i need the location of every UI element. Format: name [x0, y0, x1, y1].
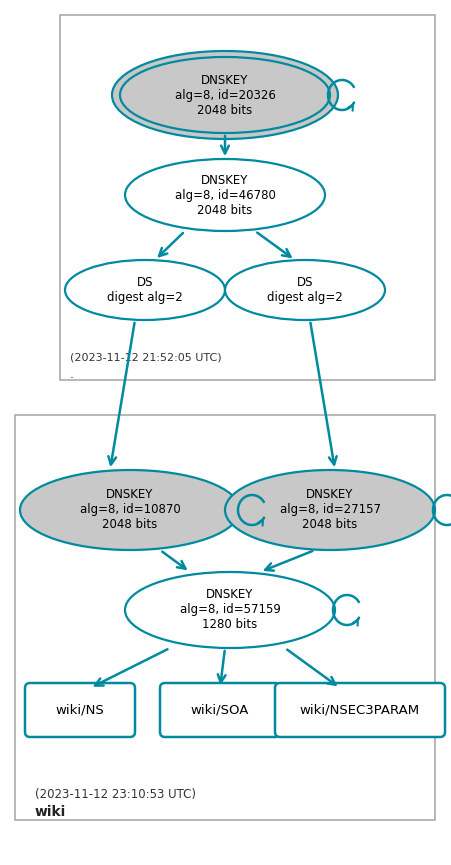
Text: DNSKEY
alg=8, id=20326
2048 bits: DNSKEY alg=8, id=20326 2048 bits — [175, 74, 276, 117]
Text: (2023-11-12 23:10:53 UTC): (2023-11-12 23:10:53 UTC) — [35, 788, 196, 801]
Ellipse shape — [112, 51, 338, 139]
FancyBboxPatch shape — [15, 415, 435, 820]
FancyBboxPatch shape — [25, 683, 135, 737]
Text: .: . — [70, 368, 74, 381]
Text: DS
digest alg=2: DS digest alg=2 — [107, 276, 183, 304]
Text: wiki/NSEC3PARAM: wiki/NSEC3PARAM — [300, 703, 420, 716]
Ellipse shape — [125, 572, 335, 648]
Ellipse shape — [20, 470, 240, 550]
Ellipse shape — [65, 260, 225, 320]
FancyBboxPatch shape — [160, 683, 280, 737]
Text: DNSKEY
alg=8, id=27157
2048 bits: DNSKEY alg=8, id=27157 2048 bits — [280, 489, 381, 531]
Text: (2023-11-12 21:52:05 UTC): (2023-11-12 21:52:05 UTC) — [70, 352, 221, 362]
Ellipse shape — [225, 260, 385, 320]
Text: DS
digest alg=2: DS digest alg=2 — [267, 276, 343, 304]
Ellipse shape — [120, 57, 330, 133]
FancyBboxPatch shape — [60, 15, 435, 380]
Text: wiki: wiki — [35, 805, 66, 819]
FancyBboxPatch shape — [275, 683, 445, 737]
Ellipse shape — [225, 470, 435, 550]
Text: DNSKEY
alg=8, id=57159
1280 bits: DNSKEY alg=8, id=57159 1280 bits — [179, 588, 281, 631]
Text: DNSKEY
alg=8, id=46780
2048 bits: DNSKEY alg=8, id=46780 2048 bits — [175, 174, 276, 216]
Text: wiki/SOA: wiki/SOA — [191, 703, 249, 716]
Ellipse shape — [125, 159, 325, 231]
Text: DNSKEY
alg=8, id=10870
2048 bits: DNSKEY alg=8, id=10870 2048 bits — [80, 489, 180, 531]
Text: wiki/NS: wiki/NS — [55, 703, 104, 716]
